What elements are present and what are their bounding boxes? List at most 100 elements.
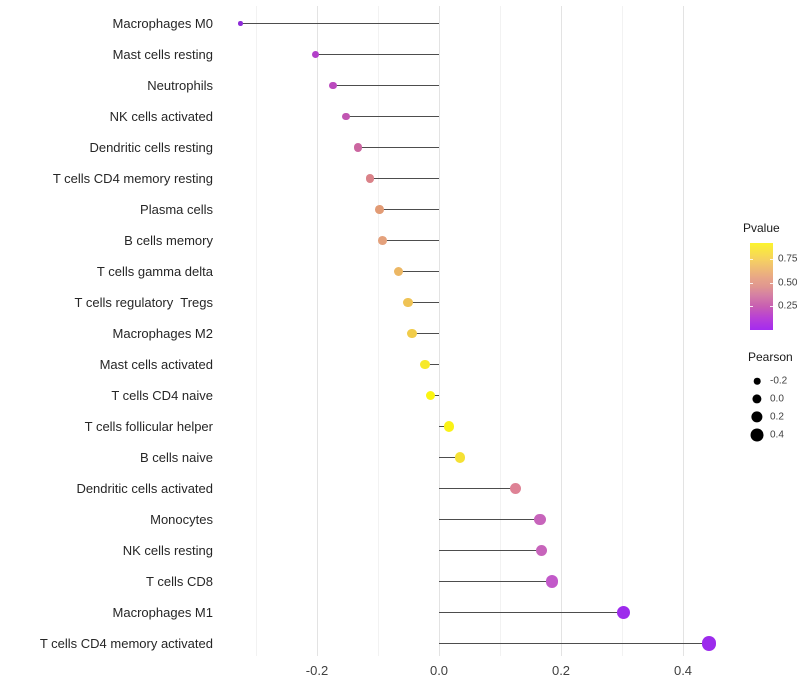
y-axis-label: T cells regulatory Tregs	[74, 294, 213, 310]
y-axis-label: T cells CD4 naive	[111, 387, 213, 403]
gridline-minor	[377, 6, 379, 656]
lollipop-stick	[439, 642, 710, 645]
lollipop-dot	[454, 452, 465, 463]
lollipop-stick	[439, 425, 450, 428]
lollipop-dot	[425, 390, 436, 401]
lollipop-stick	[439, 487, 516, 490]
y-axis-label: Macrophages M0	[112, 15, 213, 31]
y-axis-label: Neutrophils	[147, 77, 213, 93]
lollipop-stick	[370, 177, 439, 180]
y-axis-label: Macrophages M2	[112, 325, 213, 341]
gridline-minor	[499, 6, 501, 656]
gridline-major	[560, 6, 562, 656]
lollipop-dot	[311, 50, 319, 59]
lollipop-stick	[379, 208, 439, 211]
pvalue-tick-label: 0.75	[778, 253, 798, 265]
lollipop-dot	[702, 636, 717, 651]
lollipop-stick	[412, 332, 439, 335]
x-axis-tick-label: 0.2	[551, 663, 571, 678]
pvalue-bar-tick	[770, 282, 773, 284]
y-axis-label: B cells naive	[140, 449, 213, 465]
lollipop-stick	[439, 611, 624, 614]
pvalue-tick-label: 0.50	[778, 277, 798, 289]
y-axis-label: B cells memory	[124, 232, 213, 248]
y-axis-label: Plasma cells	[140, 201, 213, 217]
y-axis-label: T cells CD4 memory resting	[52, 170, 213, 186]
y-axis-label: T cells CD8	[146, 573, 213, 589]
lollipop-stick	[407, 301, 439, 304]
pvalue-bar-tick	[750, 306, 753, 308]
lollipop-stick	[315, 53, 439, 56]
y-axis-label: T cells follicular helper	[84, 418, 213, 434]
y-axis-label: Mast cells activated	[99, 356, 213, 372]
y-axis-label: NK cells resting	[122, 542, 213, 558]
pearson-legend-dot	[751, 411, 763, 423]
pvalue-bar-tick	[750, 259, 753, 261]
gridline-major	[682, 6, 684, 656]
pearson-legend-label: 0.0	[770, 393, 784, 405]
lollipop-stick	[439, 518, 540, 521]
pearson-legend-label: 0.4	[770, 429, 784, 441]
pvalue-bar-tick	[770, 306, 773, 308]
x-axis-tick-label: 0.4	[673, 663, 693, 678]
lollipop-stick	[439, 549, 542, 552]
lollipop-stick	[382, 239, 439, 242]
lollipop-stick	[439, 580, 552, 583]
pvalue-bar-tick	[770, 259, 773, 261]
pearson-size-items: -0.2 0.0 0.2 0.4	[748, 372, 800, 444]
lollipop-dot	[420, 359, 430, 370]
y-axis-label: T cells gamma delta	[96, 263, 213, 279]
y-axis-label: Dendritic cells resting	[89, 139, 213, 155]
gridline-minor	[255, 6, 257, 656]
legend-pearson: Pearson -0.2 0.0 0.2 0.4	[748, 350, 800, 444]
pearson-legend-label: -0.2	[770, 375, 788, 387]
pearson-legend-item: 0.4	[748, 426, 800, 444]
y-axis-label: T cells CD4 memory activated	[39, 635, 213, 651]
lollipop-dot	[407, 328, 417, 339]
pvalue-gradient-bar	[750, 243, 773, 330]
y-axis-label: Monocytes	[150, 511, 213, 527]
pvalue-tick-label: 0.25	[778, 300, 798, 312]
y-axis-label: Macrophages M1	[112, 604, 213, 620]
lollipop-dot	[393, 266, 403, 277]
lollipop-stick	[398, 270, 439, 273]
lollipop-dot	[545, 575, 558, 588]
pearson-legend-item: 0.0	[748, 390, 800, 408]
lollipop-dot	[353, 143, 362, 152]
legend-pvalue: Pvalue 0.75 0.50 0.25	[743, 221, 800, 330]
lollipop-stick	[346, 115, 439, 118]
lollipop-dot	[374, 205, 384, 214]
lollipop-stick	[357, 146, 439, 149]
lollipop-dot	[444, 421, 455, 432]
lollipop-dot	[378, 236, 388, 245]
lollipop-stick	[240, 22, 439, 25]
lollipop-dot	[238, 21, 244, 26]
pearson-legend-dot	[753, 377, 761, 385]
pvalue-bar-tick	[750, 282, 753, 284]
y-axis-label: NK cells activated	[109, 108, 213, 124]
y-axis-label: Dendritic cells activated	[76, 480, 213, 496]
pearson-legend-item: -0.2	[748, 372, 800, 390]
lollipop-dot	[342, 112, 351, 121]
legend-pearson-title: Pearson	[748, 350, 793, 364]
lollipop-stick	[332, 84, 439, 87]
lollipop-dot	[533, 513, 546, 526]
lollipop-dot	[535, 544, 548, 557]
lollipop-dot	[329, 81, 337, 90]
lollipop-dot	[403, 297, 413, 308]
x-axis-tick-label: -0.2	[305, 663, 329, 678]
pearson-legend-label: 0.2	[770, 411, 784, 423]
lollipop-stick	[439, 456, 460, 459]
pearson-legend-item: 0.2	[748, 408, 800, 426]
lollipop-dot	[365, 174, 375, 183]
lollipop-dot	[616, 605, 630, 620]
lollipop-stick	[424, 363, 439, 366]
gridline-minor	[621, 6, 623, 656]
x-axis-tick-label: 0.0	[429, 663, 449, 678]
legend-pvalue-title: Pvalue	[743, 221, 780, 235]
pearson-legend-dot	[752, 394, 762, 404]
gridline-major	[438, 6, 440, 656]
gridline-major	[316, 6, 318, 656]
lollipop-dot	[509, 482, 521, 495]
